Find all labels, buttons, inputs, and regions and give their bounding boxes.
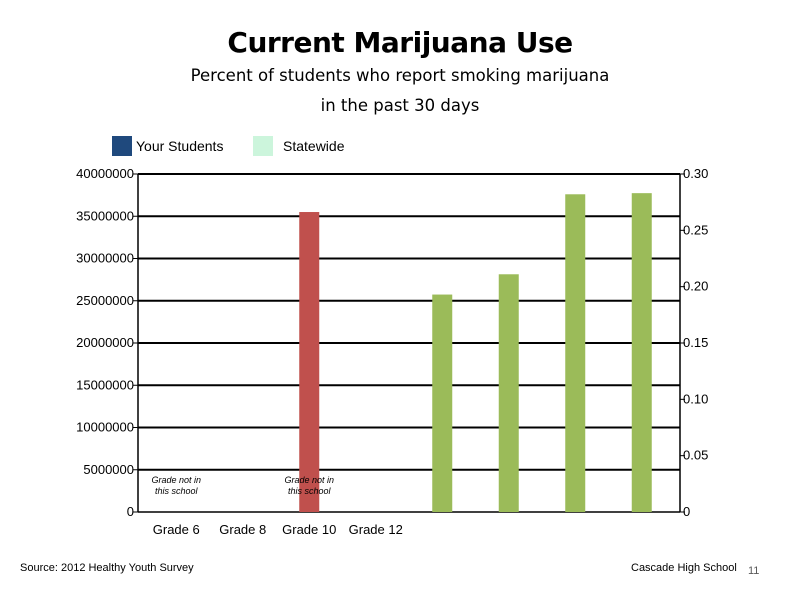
- right-axis-tick-label: 0.25: [683, 222, 708, 237]
- bar-statewide: [631, 193, 652, 513]
- right-axis-tick-label: 0.20: [683, 279, 708, 294]
- chart-title: Current Marijuana Use: [227, 26, 573, 59]
- left-axis-tick-label: 35000000: [76, 208, 134, 223]
- grade-note-line1: Grade not in: [151, 475, 201, 485]
- legend-swatch-statewide: [253, 136, 273, 156]
- x-axis-tick-label: Grade 8: [219, 522, 266, 537]
- x-axis-tick-label: Grade 12: [349, 522, 403, 537]
- left-axis-tick-label: 0: [127, 504, 134, 519]
- right-axis-tick-label: 0.10: [683, 391, 708, 406]
- school-name: Cascade High School: [631, 562, 737, 574]
- left-axis-tick-label: 30000000: [76, 251, 134, 266]
- legend-label-your-students: Your Students: [136, 138, 224, 154]
- legend-label-statewide: Statewide: [283, 138, 345, 154]
- source-note: Source: 2012 Healthy Youth Survey: [20, 562, 194, 574]
- legend-item-your-students: Your Students: [112, 136, 223, 156]
- left-axis-tick-label: 5000000: [83, 462, 134, 477]
- left-axis-tick-label: 10000000: [76, 420, 134, 435]
- left-axis-tick-label: 15000000: [76, 377, 134, 392]
- page-number: 11: [748, 565, 760, 577]
- right-axis-tick-label: 0.30: [683, 166, 708, 181]
- grade-note-line1: Grade not in: [284, 475, 334, 485]
- x-axis-tick-label: Grade 10: [282, 522, 336, 537]
- legend-swatch-your-students: [112, 136, 132, 156]
- chart-subtitle-line1: Percent of students who report smoking m…: [190, 66, 610, 85]
- left-axis-tick-label: 40000000: [76, 166, 134, 181]
- left-axis-tick-label: 20000000: [76, 335, 134, 350]
- bar-statewide: [498, 274, 519, 512]
- bar-statewide: [432, 294, 453, 512]
- right-axis-tick-label: 0.15: [683, 335, 708, 350]
- bar-statewide: [565, 194, 586, 512]
- right-axis-tick-label: 0: [683, 504, 690, 519]
- x-axis-tick-label: Grade 6: [153, 522, 200, 537]
- left-axis-tick-label: 25000000: [76, 293, 134, 308]
- right-axis-tick-label: 0.05: [683, 448, 708, 463]
- bar-your-students: [299, 212, 320, 512]
- legend-item-statewide: Statewide: [253, 136, 344, 156]
- grade-note-line2: this school: [155, 486, 199, 496]
- grade-note-line2: this school: [288, 486, 332, 496]
- chart-subtitle-line2: in the past 30 days: [320, 96, 480, 115]
